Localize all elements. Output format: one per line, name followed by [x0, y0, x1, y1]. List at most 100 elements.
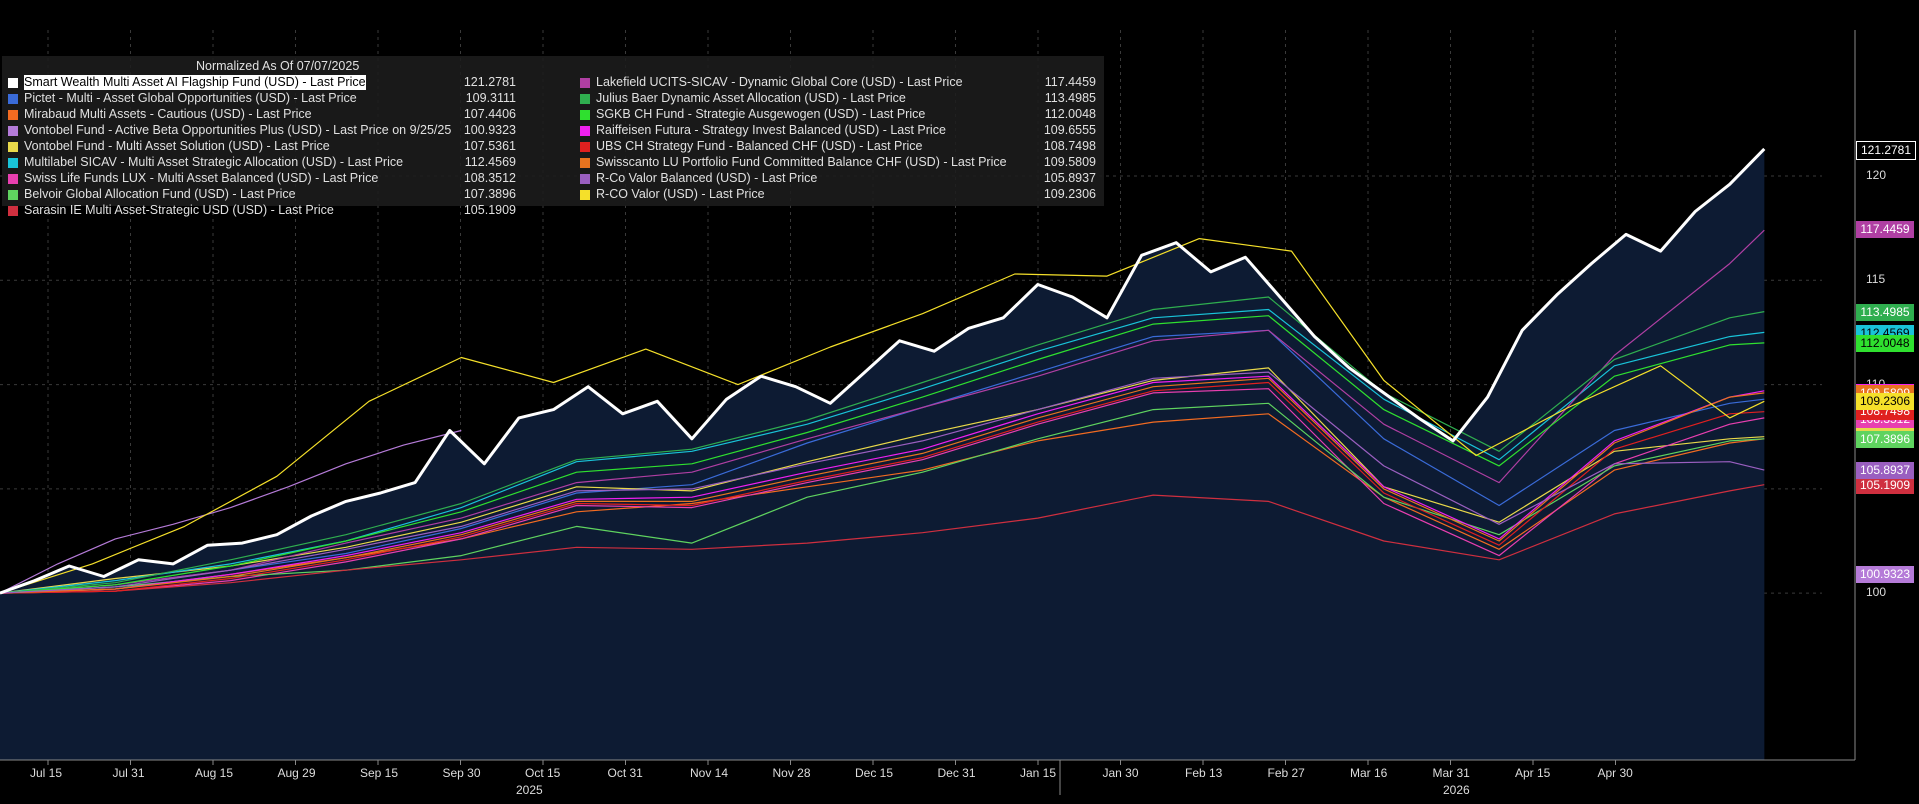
- edit-chart-label: Edit Chart: [1820, 18, 1870, 30]
- range-max[interactable]: Max: [208, 18, 229, 30]
- legend-swatch: [8, 110, 18, 120]
- legend-entry[interactable]: Raiffeisen Futura - Strategy Invest Bala…: [596, 123, 946, 137]
- calendar-dropdown-icon[interactable]: ▾: [137, 1, 149, 14]
- range-1m[interactable]: 1M: [8, 18, 24, 30]
- legend-entry[interactable]: Multilabel SICAV - Multi Asset Strategic…: [24, 155, 404, 169]
- annotate-label: Annotate: [906, 35, 955, 49]
- start-date-input[interactable]: 07/07/2025: [0, 1, 69, 14]
- legend-entry[interactable]: UBS CH Strategy Fund - Balanced CHF (USD…: [596, 139, 923, 153]
- add-data-input[interactable]: Add Data: [1645, 17, 1785, 30]
- last-value-label: 105.1909: [1856, 476, 1914, 494]
- next-arrow-icon[interactable]: ›: [166, 1, 178, 14]
- currency-dropdown-icon[interactable]: ▾: [273, 1, 285, 14]
- legend-swatch: [8, 190, 18, 200]
- legend-swatch: [8, 142, 18, 152]
- undo-icon[interactable]: ↶: [1872, 1, 1884, 14]
- end-date-input[interactable]: 05/12/2026: [66, 1, 135, 14]
- last-value-label: 109.2306: [1856, 392, 1914, 410]
- legend-value: 105.1909: [463, 203, 516, 217]
- series-line: [0, 377, 1765, 594]
- x-tick-label: Nov 28: [772, 766, 811, 780]
- range-6m[interactable]: 6M: [96, 18, 112, 30]
- series-line: [0, 371, 1765, 594]
- legend-entry[interactable]: R-CO Valor (USD) - Last Price: [596, 187, 765, 201]
- legend-swatch: [8, 94, 18, 104]
- legend-value: 107.5361: [463, 139, 516, 153]
- prev-arrow-icon[interactable]: ‹: [152, 1, 164, 14]
- legend-swatch: [8, 174, 18, 184]
- legend-value: 109.3111: [465, 91, 516, 105]
- track-button[interactable]: ✛ Track: [826, 34, 869, 50]
- legend-entry[interactable]: Swiss Life Funds LUX - Multi Asset Balan…: [24, 171, 379, 185]
- crosshair-icon: ✛: [826, 35, 840, 49]
- x-tick-label: Mar 31: [1432, 766, 1470, 780]
- legend-swatch: [580, 94, 590, 104]
- legend-entry[interactable]: Vontobel Fund - Multi Asset Solution (US…: [24, 139, 330, 153]
- track-label: Track: [839, 35, 869, 49]
- range-3m[interactable]: 3M: [34, 18, 50, 30]
- range-5y[interactable]: 5Y: [148, 18, 162, 30]
- legend-value: 117.4459: [1044, 75, 1096, 89]
- last-value-label: 121.2781: [1856, 141, 1916, 161]
- y-tick-label: 120: [1866, 168, 1887, 182]
- x-tick-label: Jul 15: [30, 766, 63, 780]
- date-separator: -: [60, 1, 64, 13]
- series-line: [0, 429, 462, 594]
- x-tick-label: Dec 15: [855, 766, 894, 780]
- legend-value: 100.9323: [463, 123, 516, 137]
- pin-icon[interactable]: ⊟: [1900, 18, 1910, 30]
- legend-entry[interactable]: Vontobel Fund - Active Beta Opportunitie…: [24, 123, 452, 137]
- magnifier-icon: ⌕: [1035, 35, 1046, 49]
- top-toolbar: [0, 0, 1919, 16]
- series-line: [0, 238, 1765, 594]
- expand-icon[interactable]: ⤢: [1882, 18, 1891, 30]
- news-label: News: [987, 35, 1018, 49]
- year-label: 2026: [1443, 783, 1470, 797]
- legend-swatch: [580, 110, 590, 120]
- legend-value: 112.4569: [464, 155, 516, 169]
- collapse-icon[interactable]: «: [1792, 18, 1799, 30]
- legend-entry[interactable]: Swisscanto LU Portfolio Fund Committed B…: [596, 155, 1007, 169]
- frequency-label: Daily: [238, 18, 263, 30]
- frequency-select[interactable]: Daily ▾: [236, 17, 284, 31]
- year-label: 2025: [516, 783, 543, 797]
- table-button[interactable]: Table: [322, 18, 349, 30]
- legend-value: 108.7498: [1043, 139, 1096, 153]
- legend-entry[interactable]: Sarasin IE Multi Asset-Strategic USD (US…: [24, 203, 334, 217]
- range-ytd[interactable]: YTD: [62, 18, 84, 30]
- series-line: [0, 413, 1765, 594]
- legend-swatch: [580, 142, 590, 152]
- x-tick-label: Apr 15: [1515, 766, 1551, 780]
- edit-chart-button[interactable]: ✎ Edit Chart: [1806, 17, 1871, 31]
- legend-value: 109.6555: [1043, 123, 1096, 137]
- x-tick-label: Feb 27: [1267, 766, 1305, 780]
- news-button[interactable]: ▤ News: [973, 34, 1018, 50]
- range-2y[interactable]: 2Y: [122, 18, 136, 30]
- legend-entry[interactable]: Pictet - Multi - Asset Global Opportunit…: [24, 91, 357, 105]
- zoom-button[interactable]: ⌕ Zoom: [1035, 34, 1076, 50]
- legend-entry[interactable]: R-Co Valor Balanced (USD) - Last Price: [596, 171, 818, 185]
- legend-value: 108.3512: [463, 171, 516, 185]
- redo-icon[interactable]: ↷: [1888, 1, 1900, 14]
- legend-entry[interactable]: Lakefield UCITS-SICAV - Dynamic Global C…: [596, 75, 963, 89]
- x-tick-label: Dec 31: [937, 766, 976, 780]
- annotate-button[interactable]: ∠ Annotate: [893, 34, 954, 50]
- legend-value: 121.2781: [463, 75, 516, 89]
- x-tick-label: Jul 31: [112, 766, 145, 780]
- legend-entry[interactable]: Mirabaud Multi Assets - Cautious (USD) -…: [24, 107, 312, 121]
- last-value-label: 112.0048: [1856, 334, 1914, 352]
- legend-entry[interactable]: Julius Baer Dynamic Asset Allocation (US…: [596, 91, 906, 105]
- last-value-label: 113.4985: [1856, 303, 1914, 321]
- x-tick-label: Nov 14: [690, 766, 729, 780]
- last-value-label: 107.3896: [1856, 431, 1914, 449]
- currency-select[interactable]: USD: [181, 1, 271, 14]
- legend-value: 112.0048: [1044, 107, 1096, 121]
- chart-type-icon[interactable]: ⌇: [285, 17, 305, 31]
- legend-entry[interactable]: Belvoir Global Allocation Fund (USD) - L…: [24, 187, 296, 201]
- legend-swatch: [580, 158, 590, 168]
- legend-swatch: [580, 126, 590, 136]
- legend-entry[interactable]: Smart Wealth Multi Asset AI Flagship Fun…: [24, 75, 366, 90]
- legend-entry[interactable]: SGKB CH Fund - Strategie Ausgewogen (USD…: [596, 107, 926, 121]
- range-10y[interactable]: 10Y: [174, 18, 194, 30]
- legend-swatch: [580, 174, 590, 184]
